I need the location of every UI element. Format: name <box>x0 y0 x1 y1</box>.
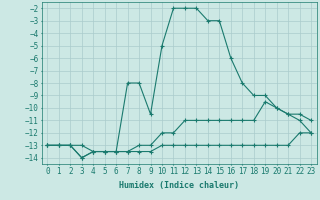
X-axis label: Humidex (Indice chaleur): Humidex (Indice chaleur) <box>119 181 239 190</box>
